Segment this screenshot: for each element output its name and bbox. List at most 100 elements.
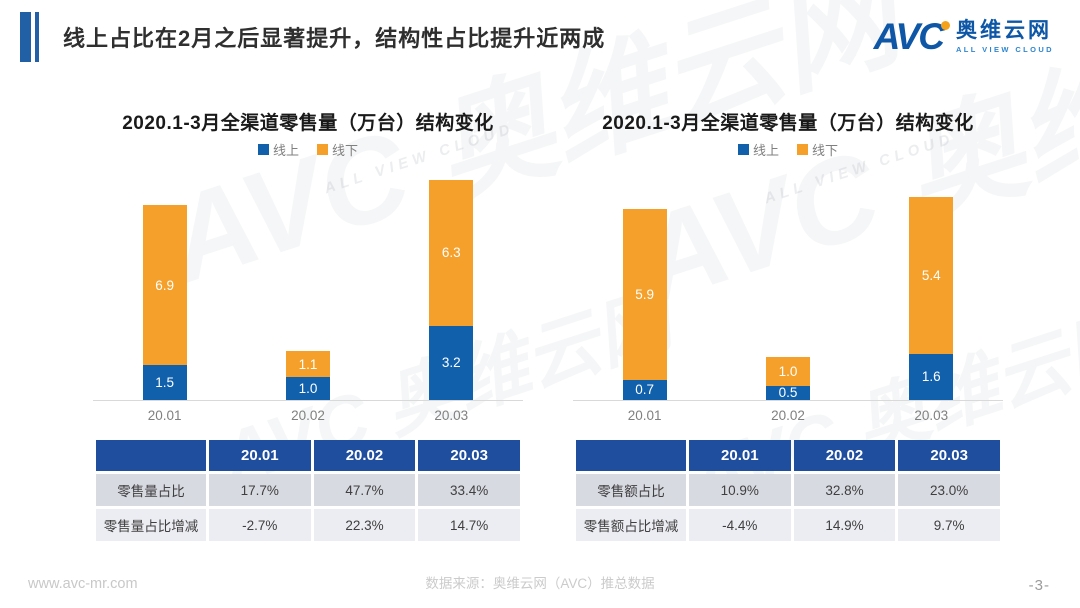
table-header-cell xyxy=(96,440,206,471)
legend-swatch-online-icon xyxy=(737,144,749,155)
table-cell: 23.0% xyxy=(898,474,1000,506)
avc-logo-letters: AVC xyxy=(873,16,945,57)
bar-segment-online: 1.0 xyxy=(285,376,330,400)
stacked-bar-plot: 6.9 1.5 1.1 1.0 6.3 3.2 xyxy=(93,169,523,401)
legend-label-offline: 线下 xyxy=(812,143,839,158)
table-row: 零售量占比 17.7% 47.7% 33.4% xyxy=(96,474,520,506)
bar-value-label: 5.9 xyxy=(635,286,655,302)
row-label: 零售量占比 xyxy=(96,474,206,506)
bar-value-label: 1.1 xyxy=(298,356,318,372)
x-axis-labels: 20.01 20.02 20.03 xyxy=(93,408,523,423)
x-axis-labels: 20.01 20.02 20.03 xyxy=(573,408,1003,423)
stacked-bar: 1.0 0.5 xyxy=(765,356,810,400)
avc-logo-english-name: ALL VIEW CLOUD xyxy=(955,44,1054,54)
legend-item-offline: 线下 xyxy=(317,142,359,158)
bar-value-label: 3.2 xyxy=(441,355,461,371)
stacked-bar: 5.4 1.6 xyxy=(909,197,954,400)
legend-label-online: 线上 xyxy=(272,143,299,158)
header: 线上占比在2月之后显著提升，结构性占比提升近两成 xyxy=(20,12,605,62)
chart-title: 2020.1-3月全渠道零售量（万台）结构变化 xyxy=(122,113,494,134)
table-cell: 14.7% xyxy=(418,509,520,541)
x-axis-tick-label: 20.03 xyxy=(914,408,949,423)
stacked-bar-plot: 5.9 0.7 1.0 0.5 5.4 1.6 xyxy=(573,169,1003,401)
bar-segment-offline: 5.4 xyxy=(909,197,954,354)
table-header-cell: 20.01 xyxy=(208,440,311,471)
legend-swatch-offline-icon xyxy=(797,144,808,155)
title-accent-marker xyxy=(20,12,39,62)
avc-logo-chinese-name: 奥维云网 xyxy=(955,19,1052,43)
table-row: 零售量占比增减 -2.7% 22.3% 14.7% xyxy=(96,509,520,541)
bar-value-label: 0.7 xyxy=(635,382,655,398)
table-cell: -2.7% xyxy=(208,509,311,541)
bar-value-label: 6.9 xyxy=(155,277,175,293)
bar-value-label: 1.6 xyxy=(921,369,941,385)
data-source-note: 数据来源：奥维云网（AVC）推总数据 xyxy=(425,576,655,591)
bar-value-label: 5.4 xyxy=(921,267,941,283)
table-header-row: 20.01 20.02 20.03 xyxy=(96,440,520,471)
chart-title: 2020.1-3月全渠道零售量（万台）结构变化 xyxy=(602,113,974,134)
bar-segment-offline: 6.3 xyxy=(429,179,474,326)
table-cell: 33.4% xyxy=(418,474,520,506)
stacked-bar: 6.9 1.5 xyxy=(142,205,187,400)
x-axis-tick-label: 20.02 xyxy=(291,408,325,423)
legend-item-offline: 线下 xyxy=(797,142,839,158)
table-header-cell: 20.01 xyxy=(688,440,791,471)
legend-swatch-online-icon xyxy=(257,144,269,155)
row-label: 零售量占比增减 xyxy=(96,509,206,541)
stacked-bar: 1.1 1.0 xyxy=(285,351,330,400)
chart-panel-volume: 2020.1-3月全渠道零售量（万台）结构变化 线上 线下 6.9 1.5 1.1 1… xyxy=(93,108,523,588)
legend-item-online: 线上 xyxy=(737,142,779,158)
bar-value-label: 1.5 xyxy=(155,375,175,391)
legend-label-offline: 线下 xyxy=(332,143,359,158)
legend-label-online: 线上 xyxy=(752,143,779,158)
table-cell: 32.8% xyxy=(793,474,896,506)
table-cell: -4.4% xyxy=(688,509,791,541)
avc-logo-text: AVC xyxy=(873,16,950,57)
bar-segment-online: 3.2 xyxy=(429,325,474,400)
table-cell: 14.9% xyxy=(793,509,896,541)
avc-logo-names: 奥维云网 ALL VIEW CLOUD xyxy=(956,19,1054,53)
stacked-bar: 6.3 3.2 xyxy=(429,179,474,400)
page-title: 线上占比在2月之后显著提升，结构性占比提升近两成 xyxy=(63,26,606,51)
table-header-cell: 20.02 xyxy=(313,440,416,471)
volume-share-table: 20.01 20.02 20.03 零售量占比 17.7% 47.7% 33.4… xyxy=(93,437,523,544)
bar-segment-offline: 6.9 xyxy=(142,205,187,366)
table-row: 零售额占比增减 -4.4% 14.9% 9.7% xyxy=(576,509,1000,541)
legend-item-online: 线上 xyxy=(257,142,299,158)
chart-legend: 线上 线下 xyxy=(573,142,1003,158)
table-cell: 9.7% xyxy=(898,509,1000,541)
page-number: -3- xyxy=(1028,577,1050,594)
table-header-cell: 20.03 xyxy=(898,440,1000,471)
x-axis-tick-label: 20.01 xyxy=(627,408,662,423)
table-cell: 47.7% xyxy=(313,474,416,506)
legend-swatch-offline-icon xyxy=(317,144,328,155)
table-header-row: 20.01 20.02 20.03 xyxy=(576,440,1000,471)
bar-value-label: 1.0 xyxy=(778,363,798,379)
bar-segment-offline: 1.1 xyxy=(285,351,330,377)
bar-segment-online: 0.5 xyxy=(765,385,810,400)
website-link[interactable]: www.avc-mr.com xyxy=(28,576,138,592)
x-axis-tick-label: 20.02 xyxy=(771,408,805,423)
accent-bar-thin xyxy=(35,12,39,62)
table-header-cell xyxy=(576,440,686,471)
accent-bar-thick xyxy=(20,12,31,62)
table-row: 零售额占比 10.9% 32.8% 23.0% xyxy=(576,474,1000,506)
avc-logo: AVC 奥维云网 ALL VIEW CLOUD xyxy=(874,18,1054,55)
row-label: 零售额占比增减 xyxy=(576,509,686,541)
table-cell: 10.9% xyxy=(688,474,791,506)
table-header-cell: 20.03 xyxy=(418,440,520,471)
value-share-table: 20.01 20.02 20.03 零售额占比 10.9% 32.8% 23.0… xyxy=(573,437,1003,544)
table-cell: 22.3% xyxy=(313,509,416,541)
table-header-cell: 20.02 xyxy=(793,440,896,471)
stacked-bar: 5.9 0.7 xyxy=(622,208,667,400)
row-label: 零售额占比 xyxy=(576,474,686,506)
bar-segment-offline: 5.9 xyxy=(622,208,667,380)
table-cell: 17.7% xyxy=(208,474,311,506)
chart-legend: 线上 线下 xyxy=(93,142,523,158)
x-axis-tick-label: 20.01 xyxy=(147,408,182,423)
avc-logo-orange-dot-icon xyxy=(940,21,950,30)
bar-segment-offline: 1.0 xyxy=(765,356,810,386)
bar-segment-online: 1.6 xyxy=(909,353,954,400)
bar-value-label: 1.0 xyxy=(298,380,318,396)
